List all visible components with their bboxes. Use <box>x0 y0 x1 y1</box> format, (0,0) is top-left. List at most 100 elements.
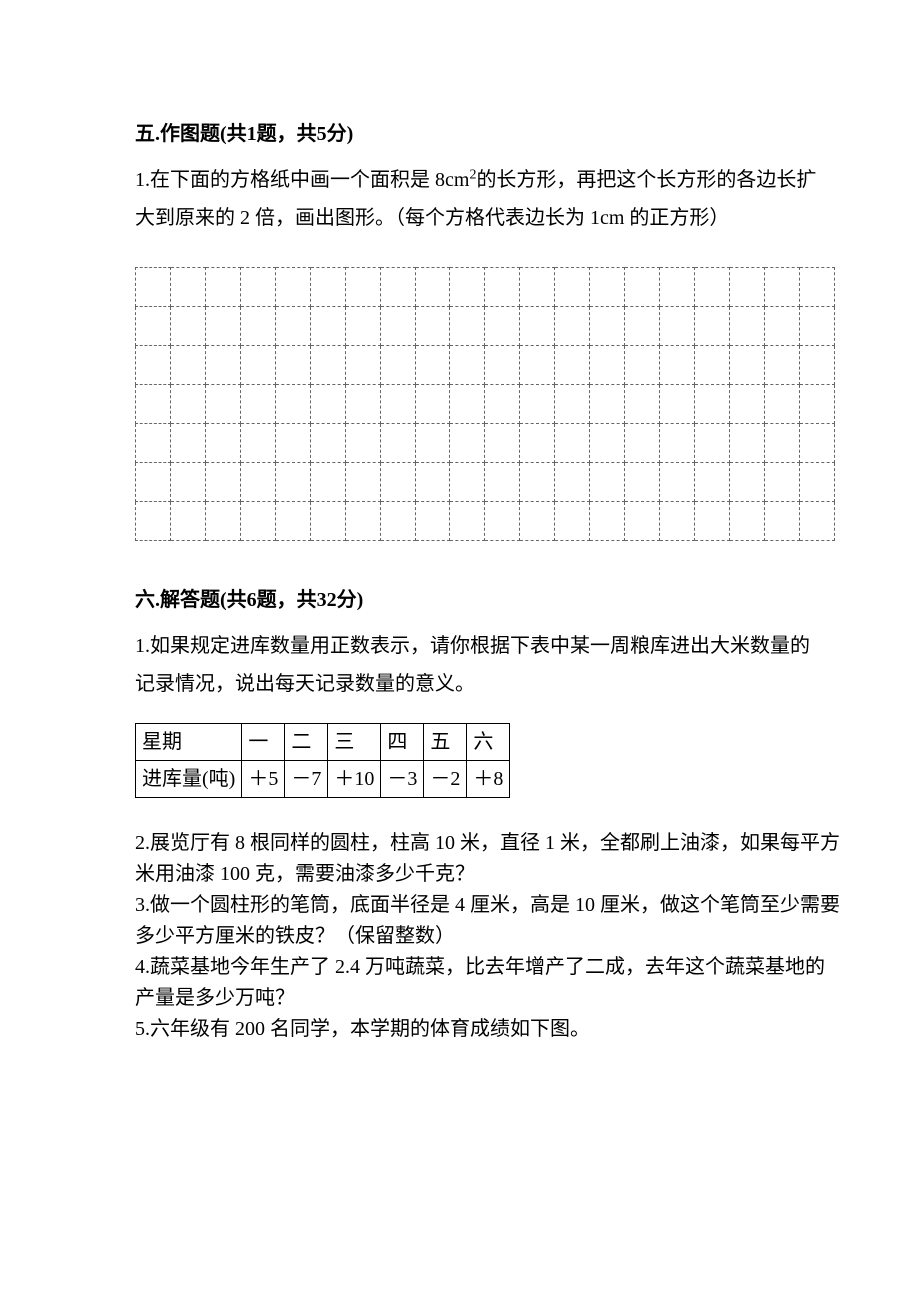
grid-cell <box>310 346 345 385</box>
grid-cell <box>660 502 695 541</box>
section-6-title: 六.解答题(共6题，共32分) <box>135 581 840 619</box>
section-6-q3: 3.做一个圆柱形的笔筒，底面半径是 4 厘米，高是 10 厘米，做这个笔筒至少需… <box>135 890 840 952</box>
grid-cell <box>450 346 485 385</box>
grid-cell <box>485 346 520 385</box>
grid-cell <box>799 268 834 307</box>
grid-cell <box>555 424 590 463</box>
grid-cell <box>136 346 171 385</box>
grid-cell <box>450 307 485 346</box>
grid-cell <box>450 502 485 541</box>
grid-cell <box>345 346 380 385</box>
grid-cell <box>660 307 695 346</box>
grid-cell <box>415 385 450 424</box>
grid-cell <box>345 424 380 463</box>
section-5-q1: 1.在下面的方格纸中画一个面积是 8cm2的长方形，再把这个长方形的各边长扩 大… <box>135 161 840 237</box>
grid-cell <box>240 463 275 502</box>
grid-cell <box>764 268 799 307</box>
grid-cell <box>345 385 380 424</box>
grid-cell <box>170 463 205 502</box>
grid-cell <box>729 502 764 541</box>
grid-cell <box>485 307 520 346</box>
grid-cell <box>520 463 555 502</box>
q1-text-part2: 大到原来的 2 倍，画出图形。（每个方格代表边长为 1cm 的正方形） <box>135 207 729 229</box>
table-cell: 四 <box>381 724 424 761</box>
grid-cell <box>275 385 310 424</box>
grid-cell <box>485 385 520 424</box>
grid-cell <box>136 424 171 463</box>
grid-cell <box>764 424 799 463</box>
q6-1-line2: 记录情况，说出每天记录数量的意义。 <box>135 673 475 695</box>
grid-cell <box>799 307 834 346</box>
grid-cell <box>764 502 799 541</box>
section-6-q2: 2.展览厅有 8 根同样的圆柱，柱高 10 米，直径 1 米，全都刷上油漆，如果… <box>135 828 840 890</box>
section-6-q4: 4.蔬菜基地今年生产了 2.4 万吨蔬菜，比去年增产了二成，去年这个蔬菜基地的产… <box>135 952 840 1014</box>
grid-cell <box>520 346 555 385</box>
q6-1-line1: 1.如果规定进库数量用正数表示，请你根据下表中某一周粮库进出大米数量的 <box>135 635 810 657</box>
grid-cell <box>660 385 695 424</box>
grid-cell <box>590 346 625 385</box>
grid-cell <box>555 307 590 346</box>
grid-cell <box>240 385 275 424</box>
grid-cell <box>170 307 205 346</box>
grid-cell <box>380 424 415 463</box>
section-6-q1: 1.如果规定进库数量用正数表示，请你根据下表中某一周粮库进出大米数量的 记录情况… <box>135 627 840 703</box>
table-cell: 五 <box>424 724 467 761</box>
grid-cell <box>136 385 171 424</box>
table-cell: －3 <box>381 761 424 798</box>
table-cell: 六 <box>467 724 510 761</box>
grid-cell <box>485 424 520 463</box>
tight-questions: 2.展览厅有 8 根同样的圆柱，柱高 10 米，直径 1 米，全都刷上油漆，如果… <box>135 828 840 1045</box>
section-5-title: 五.作图题(共1题，共5分) <box>135 115 840 153</box>
grid-cell <box>275 346 310 385</box>
grid-cell <box>170 502 205 541</box>
grid-cell <box>485 463 520 502</box>
grid-cell <box>380 502 415 541</box>
dashed-grid-wrap <box>135 267 840 541</box>
grid-cell <box>450 424 485 463</box>
grid-cell <box>240 502 275 541</box>
grid-cell <box>450 268 485 307</box>
grid-cell <box>590 268 625 307</box>
grid-cell <box>136 268 171 307</box>
grid-cell <box>345 307 380 346</box>
grid-cell <box>660 424 695 463</box>
table-cell: ＋8 <box>467 761 510 798</box>
grid-cell <box>764 463 799 502</box>
grid-cell <box>555 268 590 307</box>
grid-cell <box>590 463 625 502</box>
grid-cell <box>205 502 240 541</box>
grid-cell <box>555 385 590 424</box>
grid-cell <box>729 385 764 424</box>
grid-cell <box>695 424 730 463</box>
table-cell: ＋5 <box>242 761 285 798</box>
weekday-table: 星期一二三四五六进库量(吨)＋5－7＋10－3－2＋8 <box>135 723 510 798</box>
grid-cell <box>729 424 764 463</box>
grid-cell <box>170 268 205 307</box>
grid-cell <box>799 463 834 502</box>
grid-cell <box>275 463 310 502</box>
grid-cell <box>590 385 625 424</box>
grid-cell <box>520 502 555 541</box>
grid-cell <box>729 268 764 307</box>
grid-cell <box>380 346 415 385</box>
grid-cell <box>520 307 555 346</box>
grid-cell <box>799 385 834 424</box>
table-cell: 三 <box>328 724 381 761</box>
grid-cell <box>485 502 520 541</box>
grid-cell <box>625 463 660 502</box>
grid-cell <box>625 307 660 346</box>
grid-cell <box>485 268 520 307</box>
table-cell: －2 <box>424 761 467 798</box>
grid-cell <box>799 502 834 541</box>
grid-cell <box>170 346 205 385</box>
grid-cell <box>380 268 415 307</box>
grid-cell <box>450 463 485 502</box>
grid-cell <box>520 268 555 307</box>
grid-cell <box>660 346 695 385</box>
grid-cell <box>660 463 695 502</box>
grid-cell <box>415 502 450 541</box>
grid-cell <box>764 307 799 346</box>
grid-cell <box>136 463 171 502</box>
grid-cell <box>415 424 450 463</box>
grid-cell <box>799 346 834 385</box>
